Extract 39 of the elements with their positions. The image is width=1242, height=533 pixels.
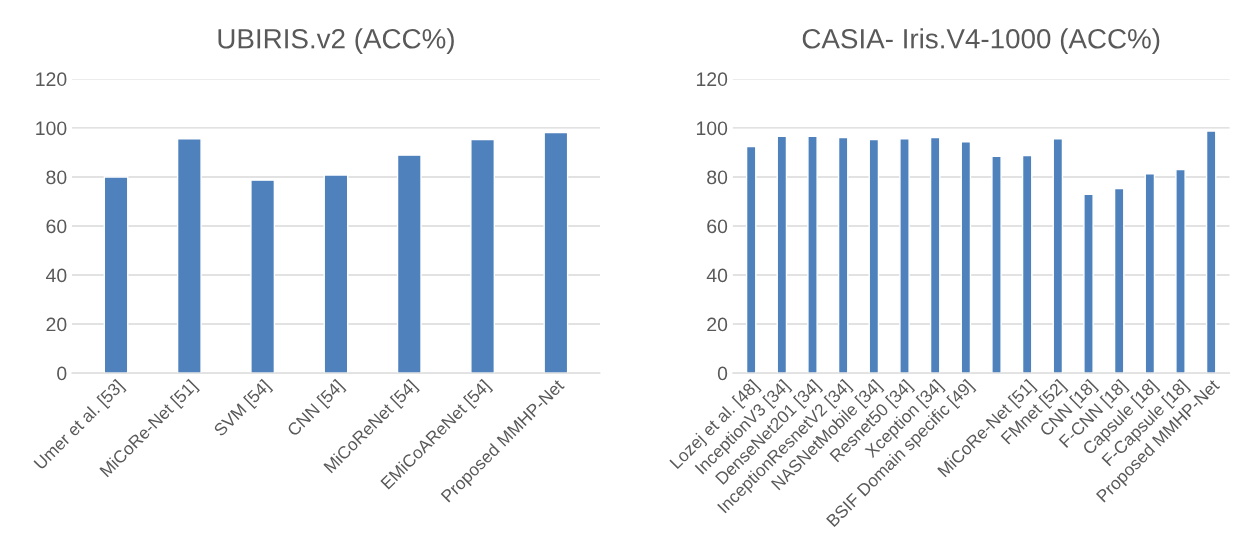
bar [745, 145, 757, 374]
y-tick-label: 20 [46, 317, 67, 332]
bar [323, 174, 349, 374]
y-tick-label: 0 [717, 366, 728, 381]
bar [929, 136, 941, 374]
bar [868, 138, 880, 374]
bar [1021, 154, 1033, 374]
bar [899, 138, 910, 374]
bar [837, 136, 849, 374]
y-tick-label: 100 [36, 121, 67, 136]
bar [543, 131, 569, 374]
y-tick-label: 20 [707, 317, 728, 332]
bar [250, 179, 276, 374]
bar [1083, 193, 1094, 374]
bar [776, 135, 788, 374]
y-tick-label: 0 [57, 366, 67, 381]
y-tick-label: 60 [46, 219, 67, 234]
bar [1144, 173, 1156, 374]
bar [176, 138, 202, 374]
bar [396, 154, 422, 374]
chart-title: UBIRIS.v2 (ACC%) [218, 28, 454, 55]
y-tick-label: 100 [696, 121, 728, 136]
bar [1052, 138, 1064, 374]
y-tick-label: 120 [36, 72, 67, 87]
bar [470, 138, 496, 374]
y-tick-label: 80 [46, 170, 67, 185]
bar [807, 135, 818, 374]
bar [1205, 130, 1217, 374]
bar [1113, 187, 1125, 374]
bar [960, 141, 972, 374]
chart-title: CASIA- Iris.V4-1000 (ACC%) [802, 28, 1160, 55]
y-tick-label: 40 [706, 268, 728, 283]
y-tick-label: 60 [707, 219, 728, 234]
y-tick-label: 40 [46, 268, 67, 283]
bar [991, 155, 1002, 374]
y-tick-label: 120 [696, 72, 728, 87]
y-tick-label: 80 [707, 170, 728, 185]
bar [1175, 168, 1186, 374]
bar [103, 176, 129, 374]
